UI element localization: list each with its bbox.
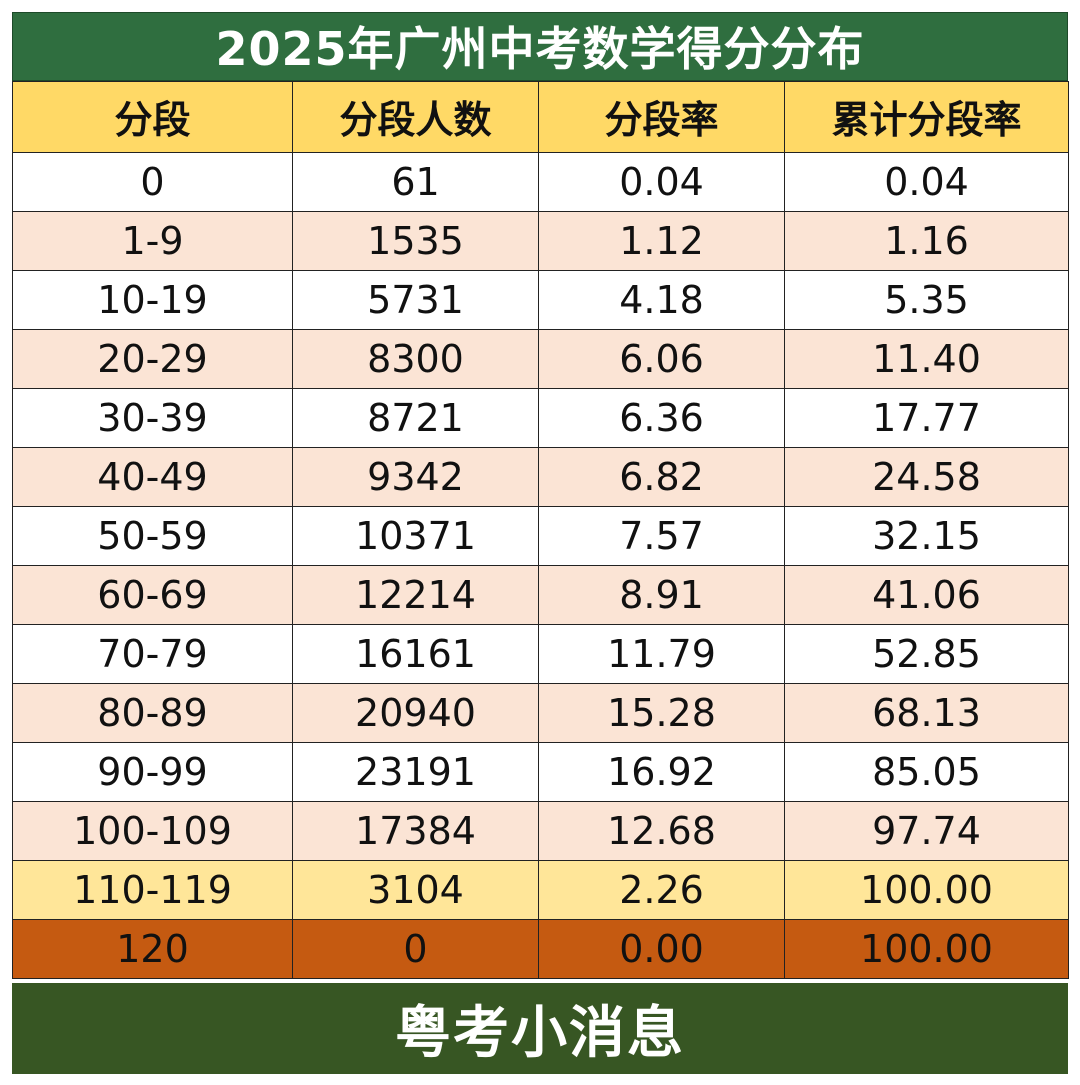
table-row: 120 0 0.00 100.00 bbox=[12, 918, 1069, 979]
cell-segment: 50-59 bbox=[12, 505, 293, 566]
cell-segment: 60-69 bbox=[12, 564, 293, 625]
cell-rate: 12.68 bbox=[538, 800, 785, 861]
cell-count: 8300 bbox=[292, 328, 539, 389]
table-row: 20-29 8300 6.06 11.40 bbox=[12, 328, 1069, 389]
cell-cumulative-rate: 32.15 bbox=[784, 505, 1069, 566]
header-cumulative-rate: 累计分段率 bbox=[784, 80, 1069, 153]
cell-count: 5731 bbox=[292, 269, 539, 330]
table-row: 40-49 9342 6.82 24.58 bbox=[12, 446, 1069, 507]
cell-cumulative-rate: 41.06 bbox=[784, 564, 1069, 625]
cell-count: 61 bbox=[292, 151, 539, 212]
cell-count: 16161 bbox=[292, 623, 539, 684]
table-row: 70-79 16161 11.79 52.85 bbox=[12, 623, 1069, 684]
cell-count: 12214 bbox=[292, 564, 539, 625]
cell-rate: 15.28 bbox=[538, 682, 785, 743]
cell-cumulative-rate: 85.05 bbox=[784, 741, 1069, 802]
table-row: 10-19 5731 4.18 5.35 bbox=[12, 269, 1069, 330]
cell-rate: 6.06 bbox=[538, 328, 785, 389]
cell-rate: 16.92 bbox=[538, 741, 785, 802]
cell-segment: 10-19 bbox=[12, 269, 293, 330]
cell-segment: 1-9 bbox=[12, 210, 293, 271]
cell-cumulative-rate: 100.00 bbox=[784, 918, 1069, 979]
table-row: 110-119 3104 2.26 100.00 bbox=[12, 859, 1069, 920]
table-row: 1-9 1535 1.12 1.16 bbox=[12, 210, 1069, 271]
cell-segment: 80-89 bbox=[12, 682, 293, 743]
cell-count: 23191 bbox=[292, 741, 539, 802]
header-row: 分段 分段人数 分段率 累计分段率 bbox=[12, 80, 1069, 153]
cell-segment: 110-119 bbox=[12, 859, 293, 920]
cell-segment: 120 bbox=[12, 918, 293, 979]
cell-cumulative-rate: 68.13 bbox=[784, 682, 1069, 743]
cell-rate: 4.18 bbox=[538, 269, 785, 330]
cell-count: 17384 bbox=[292, 800, 539, 861]
cell-rate: 6.36 bbox=[538, 387, 785, 448]
cell-count: 20940 bbox=[292, 682, 539, 743]
cell-segment: 20-29 bbox=[12, 328, 293, 389]
cell-cumulative-rate: 24.58 bbox=[784, 446, 1069, 507]
cell-segment: 90-99 bbox=[12, 741, 293, 802]
cell-rate: 2.26 bbox=[538, 859, 785, 920]
cell-count: 0 bbox=[292, 918, 539, 979]
score-distribution-sheet: 2025年广州中考数学得分分布 分段 分段人数 分段率 累计分段率 0 61 0… bbox=[12, 12, 1069, 1074]
table-row: 90-99 23191 16.92 85.05 bbox=[12, 741, 1069, 802]
table-row: 50-59 10371 7.57 32.15 bbox=[12, 505, 1069, 566]
cell-cumulative-rate: 1.16 bbox=[784, 210, 1069, 271]
cell-segment: 30-39 bbox=[12, 387, 293, 448]
table-title: 2025年广州中考数学得分分布 bbox=[12, 12, 1068, 81]
footer-brand: 粤考小消息 bbox=[12, 982, 1068, 1074]
cell-rate: 8.91 bbox=[538, 564, 785, 625]
cell-rate: 6.82 bbox=[538, 446, 785, 507]
cell-count: 3104 bbox=[292, 859, 539, 920]
header-rate: 分段率 bbox=[538, 80, 785, 153]
cell-cumulative-rate: 17.77 bbox=[784, 387, 1069, 448]
table-row: 100-109 17384 12.68 97.74 bbox=[12, 800, 1069, 861]
cell-cumulative-rate: 97.74 bbox=[784, 800, 1069, 861]
cell-rate: 1.12 bbox=[538, 210, 785, 271]
cell-segment: 70-79 bbox=[12, 623, 293, 684]
cell-rate: 7.57 bbox=[538, 505, 785, 566]
cell-rate: 11.79 bbox=[538, 623, 785, 684]
cell-cumulative-rate: 5.35 bbox=[784, 269, 1069, 330]
table-row: 60-69 12214 8.91 41.06 bbox=[12, 564, 1069, 625]
score-table: 分段 分段人数 分段率 累计分段率 0 61 0.04 0.04 1-9 153… bbox=[12, 80, 1069, 979]
table-row: 80-89 20940 15.28 68.13 bbox=[12, 682, 1069, 743]
cell-segment: 100-109 bbox=[12, 800, 293, 861]
table-row: 30-39 8721 6.36 17.77 bbox=[12, 387, 1069, 448]
cell-cumulative-rate: 52.85 bbox=[784, 623, 1069, 684]
cell-cumulative-rate: 0.04 bbox=[784, 151, 1069, 212]
cell-count: 8721 bbox=[292, 387, 539, 448]
cell-count: 10371 bbox=[292, 505, 539, 566]
cell-rate: 0.04 bbox=[538, 151, 785, 212]
header-count: 分段人数 bbox=[292, 80, 539, 153]
cell-count: 9342 bbox=[292, 446, 539, 507]
cell-segment: 40-49 bbox=[12, 446, 293, 507]
cell-count: 1535 bbox=[292, 210, 539, 271]
header-segment: 分段 bbox=[12, 80, 293, 153]
cell-rate: 0.00 bbox=[538, 918, 785, 979]
cell-cumulative-rate: 100.00 bbox=[784, 859, 1069, 920]
cell-cumulative-rate: 11.40 bbox=[784, 328, 1069, 389]
cell-segment: 0 bbox=[12, 151, 293, 212]
table-row: 0 61 0.04 0.04 bbox=[12, 151, 1069, 212]
